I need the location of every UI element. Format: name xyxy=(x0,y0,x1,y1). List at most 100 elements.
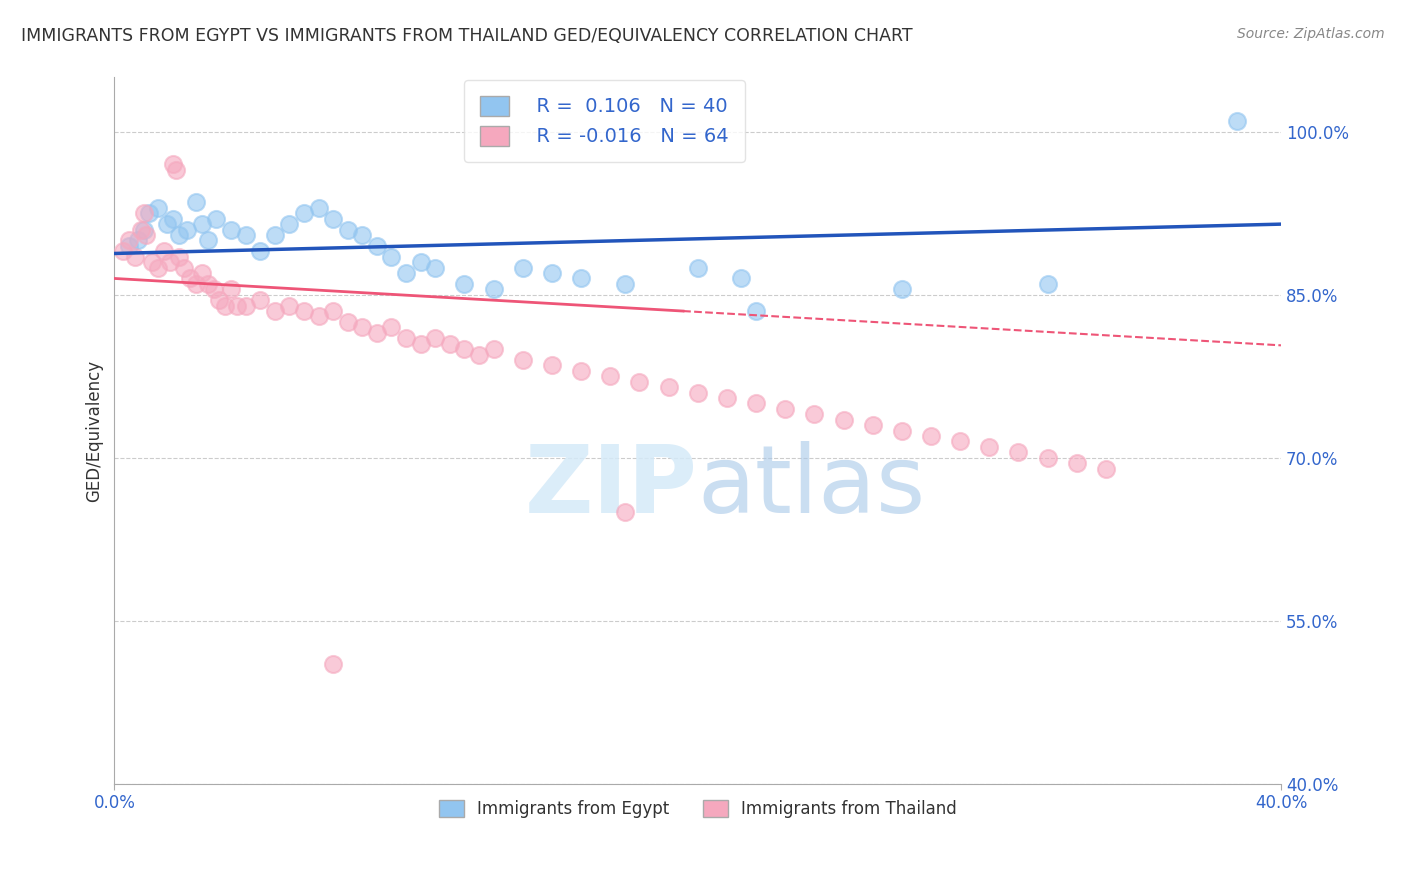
Point xyxy=(292,206,315,220)
Point xyxy=(156,217,179,231)
Point xyxy=(197,277,219,291)
Point xyxy=(205,211,228,226)
Point xyxy=(322,657,344,672)
Point xyxy=(191,217,214,231)
Point xyxy=(366,326,388,340)
Text: atlas: atlas xyxy=(697,441,927,533)
Point xyxy=(167,250,190,264)
Point xyxy=(395,331,418,345)
Point xyxy=(730,271,752,285)
Point xyxy=(278,299,301,313)
Point xyxy=(191,266,214,280)
Point xyxy=(249,244,271,259)
Point xyxy=(129,222,152,236)
Point xyxy=(482,282,505,296)
Point xyxy=(249,293,271,308)
Point xyxy=(453,277,475,291)
Point xyxy=(336,222,359,236)
Point xyxy=(512,353,534,368)
Point xyxy=(366,239,388,253)
Point xyxy=(322,304,344,318)
Point xyxy=(599,369,621,384)
Point xyxy=(132,222,155,236)
Point xyxy=(468,347,491,361)
Point xyxy=(162,211,184,226)
Point xyxy=(135,227,157,242)
Point xyxy=(292,304,315,318)
Point xyxy=(308,201,330,215)
Point xyxy=(263,304,285,318)
Point xyxy=(162,157,184,171)
Point xyxy=(890,282,912,296)
Point xyxy=(949,434,972,449)
Point xyxy=(153,244,176,259)
Point xyxy=(862,418,884,433)
Point xyxy=(173,260,195,275)
Point xyxy=(541,359,564,373)
Point xyxy=(832,413,855,427)
Point xyxy=(716,391,738,405)
Point xyxy=(425,260,447,275)
Point xyxy=(613,277,636,291)
Text: Source: ZipAtlas.com: Source: ZipAtlas.com xyxy=(1237,27,1385,41)
Point xyxy=(380,320,402,334)
Point xyxy=(425,331,447,345)
Point xyxy=(686,260,709,275)
Text: ZIP: ZIP xyxy=(524,441,697,533)
Point xyxy=(235,299,257,313)
Point xyxy=(803,407,825,421)
Point xyxy=(1095,461,1118,475)
Point xyxy=(167,227,190,242)
Point xyxy=(541,266,564,280)
Point xyxy=(512,260,534,275)
Point xyxy=(179,271,201,285)
Point xyxy=(482,342,505,356)
Point xyxy=(1226,114,1249,128)
Point xyxy=(278,217,301,231)
Point xyxy=(657,380,679,394)
Point xyxy=(124,250,146,264)
Point xyxy=(352,320,374,334)
Point xyxy=(138,206,160,220)
Point xyxy=(380,250,402,264)
Point xyxy=(176,222,198,236)
Point xyxy=(745,304,768,318)
Point xyxy=(219,222,242,236)
Point xyxy=(159,255,181,269)
Point xyxy=(118,234,141,248)
Point xyxy=(1036,450,1059,465)
Point xyxy=(263,227,285,242)
Point xyxy=(184,195,207,210)
Point xyxy=(214,299,236,313)
Point xyxy=(745,396,768,410)
Point xyxy=(225,299,247,313)
Point xyxy=(308,310,330,324)
Point xyxy=(112,244,135,259)
Point xyxy=(235,227,257,242)
Point xyxy=(453,342,475,356)
Point xyxy=(184,277,207,291)
Point xyxy=(979,440,1001,454)
Point xyxy=(686,385,709,400)
Legend: Immigrants from Egypt, Immigrants from Thailand: Immigrants from Egypt, Immigrants from T… xyxy=(432,793,963,825)
Point xyxy=(336,315,359,329)
Point xyxy=(409,255,432,269)
Text: IMMIGRANTS FROM EGYPT VS IMMIGRANTS FROM THAILAND GED/EQUIVALENCY CORRELATION CH: IMMIGRANTS FROM EGYPT VS IMMIGRANTS FROM… xyxy=(21,27,912,45)
Point xyxy=(132,206,155,220)
Point xyxy=(219,282,242,296)
Point xyxy=(352,227,374,242)
Point xyxy=(890,424,912,438)
Point xyxy=(127,234,149,248)
Point xyxy=(439,336,461,351)
Point xyxy=(141,255,163,269)
Point xyxy=(1036,277,1059,291)
Point xyxy=(920,429,942,443)
Point xyxy=(322,211,344,226)
Point xyxy=(569,364,592,378)
Point xyxy=(208,293,231,308)
Point xyxy=(1066,456,1088,470)
Point xyxy=(773,401,796,416)
Point xyxy=(628,375,651,389)
Point xyxy=(118,239,141,253)
Point xyxy=(613,505,636,519)
